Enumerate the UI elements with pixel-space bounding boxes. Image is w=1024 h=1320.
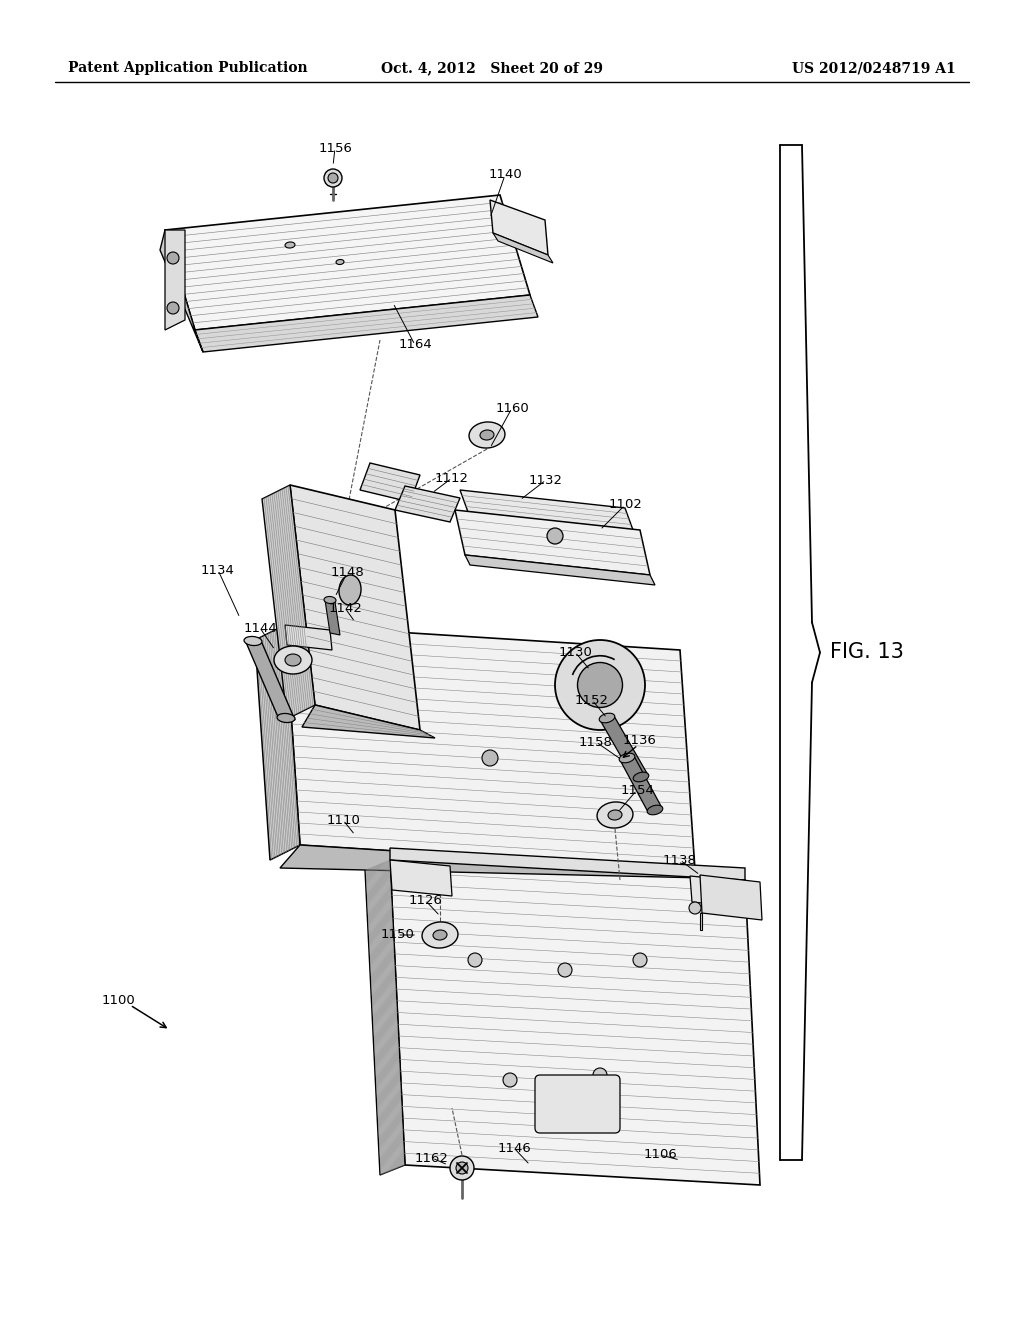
Text: 1138: 1138 (664, 854, 697, 866)
Polygon shape (493, 234, 553, 263)
Circle shape (558, 964, 572, 977)
Text: 1164: 1164 (398, 338, 432, 351)
Circle shape (468, 953, 482, 968)
Polygon shape (690, 876, 752, 908)
Polygon shape (255, 624, 300, 861)
Circle shape (456, 1162, 468, 1173)
Circle shape (547, 528, 563, 544)
Text: 1106: 1106 (643, 1148, 677, 1162)
Text: US 2012/0248719 A1: US 2012/0248719 A1 (793, 61, 956, 75)
Polygon shape (245, 640, 295, 719)
Ellipse shape (433, 931, 447, 940)
FancyBboxPatch shape (535, 1074, 620, 1133)
Text: 1126: 1126 (408, 894, 442, 907)
Text: 1158: 1158 (579, 735, 613, 748)
Text: 1100: 1100 (101, 994, 135, 1006)
Polygon shape (600, 715, 648, 779)
Circle shape (578, 663, 623, 708)
Text: 1140: 1140 (488, 169, 522, 181)
Polygon shape (165, 230, 185, 330)
Polygon shape (160, 230, 203, 352)
Circle shape (167, 302, 179, 314)
Text: 1154: 1154 (621, 784, 654, 796)
Circle shape (689, 902, 701, 913)
Polygon shape (285, 624, 332, 649)
Text: Oct. 4, 2012   Sheet 20 of 29: Oct. 4, 2012 Sheet 20 of 29 (381, 61, 603, 75)
Polygon shape (280, 845, 705, 878)
Text: 1152: 1152 (575, 693, 609, 706)
Polygon shape (360, 463, 420, 502)
Text: 1142: 1142 (328, 602, 361, 615)
Ellipse shape (597, 803, 633, 828)
Ellipse shape (285, 653, 301, 667)
Polygon shape (285, 624, 695, 870)
Polygon shape (325, 601, 340, 635)
Ellipse shape (324, 597, 336, 603)
Ellipse shape (480, 430, 494, 440)
Text: 1134: 1134 (201, 564, 234, 577)
Ellipse shape (339, 576, 361, 605)
Polygon shape (302, 705, 435, 738)
Text: 1156: 1156 (318, 141, 352, 154)
Ellipse shape (285, 242, 295, 248)
Circle shape (328, 173, 338, 183)
Ellipse shape (422, 921, 458, 948)
Ellipse shape (244, 636, 262, 645)
Ellipse shape (608, 810, 622, 820)
Polygon shape (395, 486, 460, 521)
Polygon shape (165, 195, 530, 330)
Circle shape (633, 953, 647, 968)
Polygon shape (455, 510, 650, 576)
Ellipse shape (336, 260, 344, 264)
Circle shape (324, 169, 342, 187)
Text: 1148: 1148 (330, 566, 364, 579)
Ellipse shape (620, 754, 635, 763)
Text: 1146: 1146 (497, 1142, 530, 1155)
Ellipse shape (278, 713, 295, 722)
Polygon shape (290, 484, 420, 730)
Text: 1162: 1162 (415, 1151, 449, 1164)
Text: 1136: 1136 (623, 734, 657, 747)
Polygon shape (700, 913, 702, 931)
Polygon shape (390, 847, 745, 880)
Text: 1150: 1150 (380, 928, 414, 941)
Ellipse shape (469, 422, 505, 447)
Polygon shape (195, 294, 538, 352)
Text: 1112: 1112 (435, 471, 469, 484)
Polygon shape (490, 201, 548, 255)
Ellipse shape (647, 805, 663, 814)
Text: Patent Application Publication: Patent Application Publication (68, 61, 307, 75)
Polygon shape (390, 861, 452, 896)
Text: 1102: 1102 (608, 499, 642, 511)
Polygon shape (465, 554, 655, 585)
Ellipse shape (599, 713, 614, 723)
Text: 1132: 1132 (529, 474, 563, 487)
Circle shape (555, 640, 645, 730)
Text: 1110: 1110 (326, 813, 360, 826)
Circle shape (593, 1068, 607, 1082)
Polygon shape (390, 861, 760, 1185)
Ellipse shape (274, 645, 312, 675)
Polygon shape (262, 484, 315, 719)
Text: FIG. 13: FIG. 13 (830, 643, 904, 663)
Circle shape (482, 750, 498, 766)
Circle shape (503, 1073, 517, 1086)
Polygon shape (460, 490, 633, 531)
Text: 1144: 1144 (243, 622, 276, 635)
Polygon shape (700, 875, 762, 920)
Ellipse shape (633, 772, 649, 781)
Text: 1130: 1130 (558, 645, 592, 659)
Circle shape (450, 1156, 474, 1180)
Text: 1160: 1160 (496, 401, 528, 414)
Circle shape (167, 252, 179, 264)
Polygon shape (365, 861, 406, 1175)
Polygon shape (620, 756, 662, 812)
